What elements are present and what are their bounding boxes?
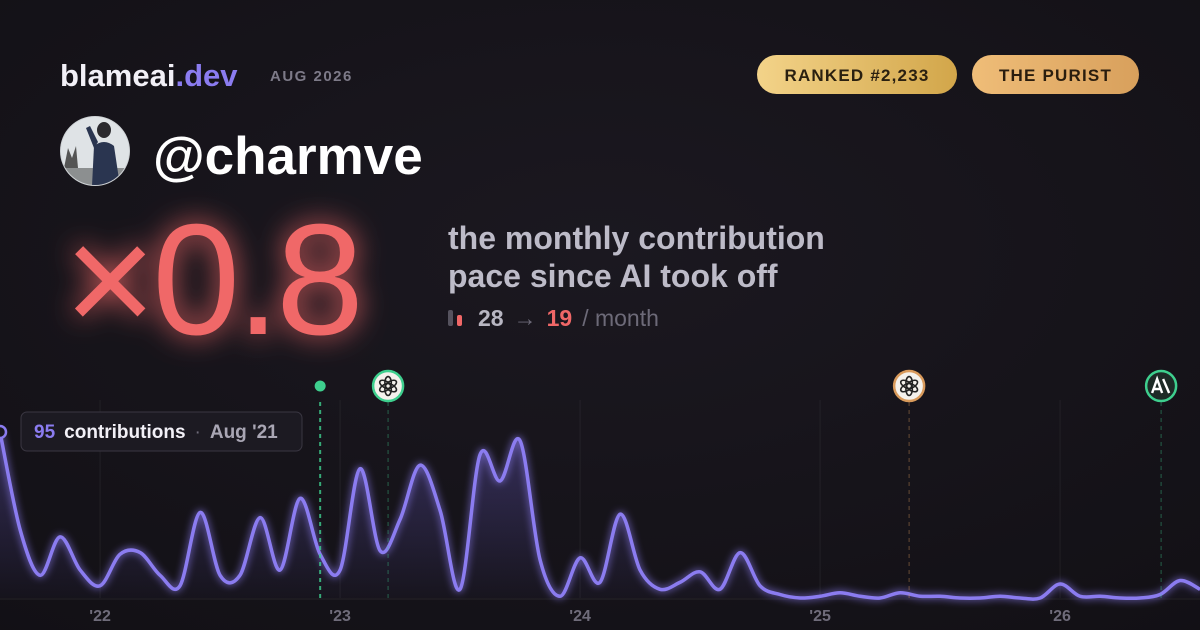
event-icon bbox=[899, 379, 913, 390]
avatar bbox=[60, 116, 130, 186]
event-badge bbox=[1144, 369, 1178, 403]
pace-arrow: → bbox=[514, 305, 537, 331]
event-badge bbox=[892, 369, 926, 403]
event bbox=[314, 380, 326, 598]
description: the monthly contribution bbox=[448, 220, 825, 256]
event-icon bbox=[378, 379, 392, 390]
area bbox=[0, 432, 1200, 600]
badge-label: RANKED #2,233 bbox=[784, 66, 929, 85]
badge bbox=[757, 55, 957, 94]
pace-unit: / month bbox=[582, 305, 659, 331]
x-tick-label: '24 bbox=[569, 608, 591, 625]
chart: '22 '23 '24 '25 '26 95 contributions · Aug '21 bbox=[0, 369, 1200, 625]
event-dot bbox=[314, 380, 326, 392]
brand-tld: .dev bbox=[175, 58, 238, 93]
event bbox=[1144, 369, 1178, 598]
x-tick-label: '26 bbox=[1049, 608, 1071, 625]
pace: 28 → 19 / month bbox=[478, 305, 659, 331]
tooltip-text: 95 contributions · Aug '21 bbox=[34, 422, 278, 443]
username: @charmve bbox=[153, 127, 423, 186]
pace-icon bbox=[448, 310, 453, 326]
event bbox=[371, 369, 405, 598]
pace-icon bbox=[457, 315, 462, 326]
event-icon bbox=[1150, 375, 1171, 394]
tooltip-series: contributions bbox=[64, 422, 185, 443]
tooltip-date: Aug '21 bbox=[210, 422, 278, 443]
event bbox=[892, 369, 926, 598]
pace-before: 28 bbox=[478, 305, 504, 331]
hover-point bbox=[0, 424, 8, 440]
tooltip-separator: · bbox=[195, 422, 201, 443]
brand-name: blameai bbox=[60, 58, 175, 93]
date: AUG 2026 bbox=[270, 68, 353, 85]
x-tick-label: '25 bbox=[809, 608, 831, 625]
event-badge bbox=[371, 369, 405, 403]
tooltip-value: 95 bbox=[34, 422, 56, 443]
description: pace since AI took off bbox=[448, 258, 778, 294]
x-tick-label: '22 bbox=[89, 608, 111, 625]
badge-label: THE PURIST bbox=[999, 66, 1112, 85]
badge bbox=[972, 55, 1139, 94]
line bbox=[0, 431, 1200, 601]
tooltip bbox=[20, 411, 303, 452]
x-tick-label: '23 bbox=[329, 608, 351, 625]
multiplier: ×0.8 bbox=[64, 192, 360, 368]
brand: blameai.dev bbox=[60, 58, 238, 93]
pace-after: 19 bbox=[547, 305, 573, 331]
